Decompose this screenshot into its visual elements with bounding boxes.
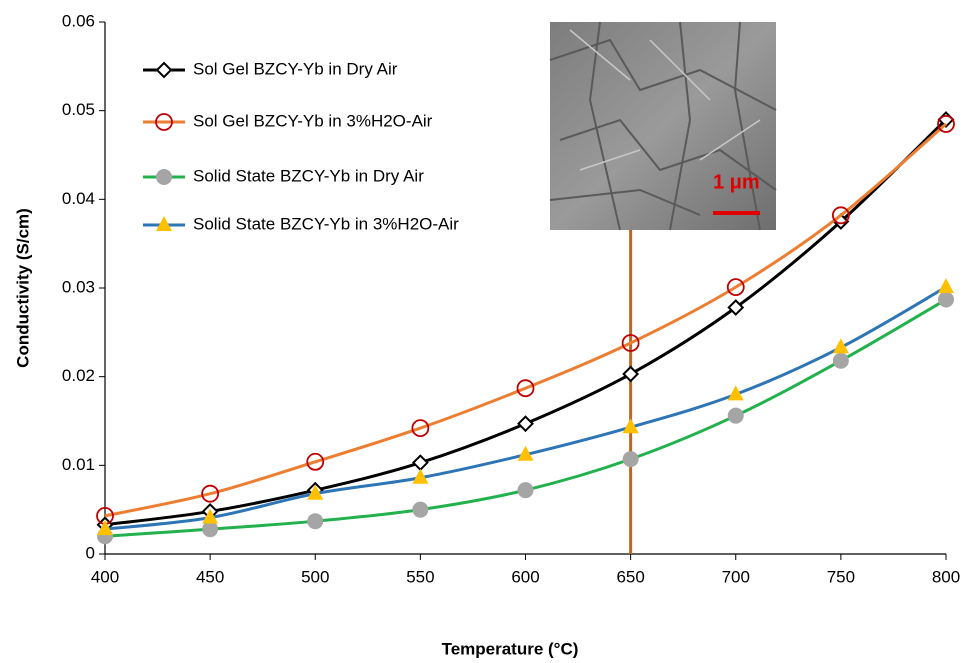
y-tick-label: 0.04 [62, 189, 95, 208]
inset-label: 1 μm [713, 171, 760, 193]
legend-marker [155, 113, 173, 131]
data-point [727, 407, 744, 424]
y-tick-label: 0.06 [62, 11, 95, 30]
y-tick-label: 0.01 [62, 455, 95, 474]
data-point [307, 513, 324, 530]
legend-marker [155, 61, 173, 79]
data-point [622, 418, 639, 434]
data-point [411, 419, 430, 437]
data-point [412, 468, 429, 484]
data-point [411, 454, 429, 472]
y-axis-label: Conductivity (S/cm) [13, 208, 32, 368]
data-point [307, 484, 324, 500]
data-point [938, 291, 954, 308]
data-point [832, 338, 849, 354]
data-point [517, 445, 534, 461]
data-point [831, 206, 850, 225]
series-line [104, 118, 948, 527]
x-tick-label: 450 [196, 567, 224, 586]
x-tick-label: 550 [406, 567, 434, 586]
x-tick-label: 700 [722, 567, 750, 586]
series-line [104, 122, 947, 518]
data-point [412, 501, 429, 518]
data-point [516, 379, 535, 398]
y-tick-label: 0.03 [62, 277, 95, 296]
x-tick-label: 500 [301, 567, 329, 586]
legend-marker [156, 169, 172, 185]
y-tick-label: 0.05 [62, 100, 95, 119]
x-tick-label: 650 [616, 567, 644, 586]
data-point [727, 385, 744, 401]
legend-label: Solid State BZCY-Yb in 3%H2O-Air [193, 214, 459, 233]
data-point [622, 451, 639, 468]
legend-marker [156, 216, 172, 231]
data-point [201, 484, 220, 503]
data-point [622, 365, 640, 383]
legend-label: Solid State BZCY-Yb in Dry Air [193, 166, 424, 185]
data-point [517, 482, 534, 499]
x-tick-label: 400 [91, 567, 119, 586]
data-point [727, 299, 745, 316]
y-tick-label: 0.02 [62, 366, 95, 385]
y-tick-label: 0 [86, 543, 95, 562]
legend-label: Sol Gel BZCY-Yb in Dry Air [193, 59, 398, 78]
data-point [202, 521, 219, 538]
inset-image: 1 μm [549, 21, 777, 231]
data-point [621, 334, 640, 352]
x-tick-label: 800 [932, 567, 960, 586]
data-point [832, 352, 849, 369]
data-point [202, 508, 219, 524]
x-axis-label: Temperature (°C) [442, 639, 579, 658]
data-point [517, 415, 534, 433]
data-point [726, 278, 745, 297]
data-point [306, 452, 325, 471]
legend-label: Sol Gel BZCY-Yb in 3%H2O-Air [193, 111, 433, 130]
x-tick-label: 750 [827, 567, 855, 586]
x-tick-label: 600 [511, 567, 539, 586]
data-point [97, 520, 113, 536]
data-point [937, 115, 955, 133]
data-point [938, 278, 954, 294]
